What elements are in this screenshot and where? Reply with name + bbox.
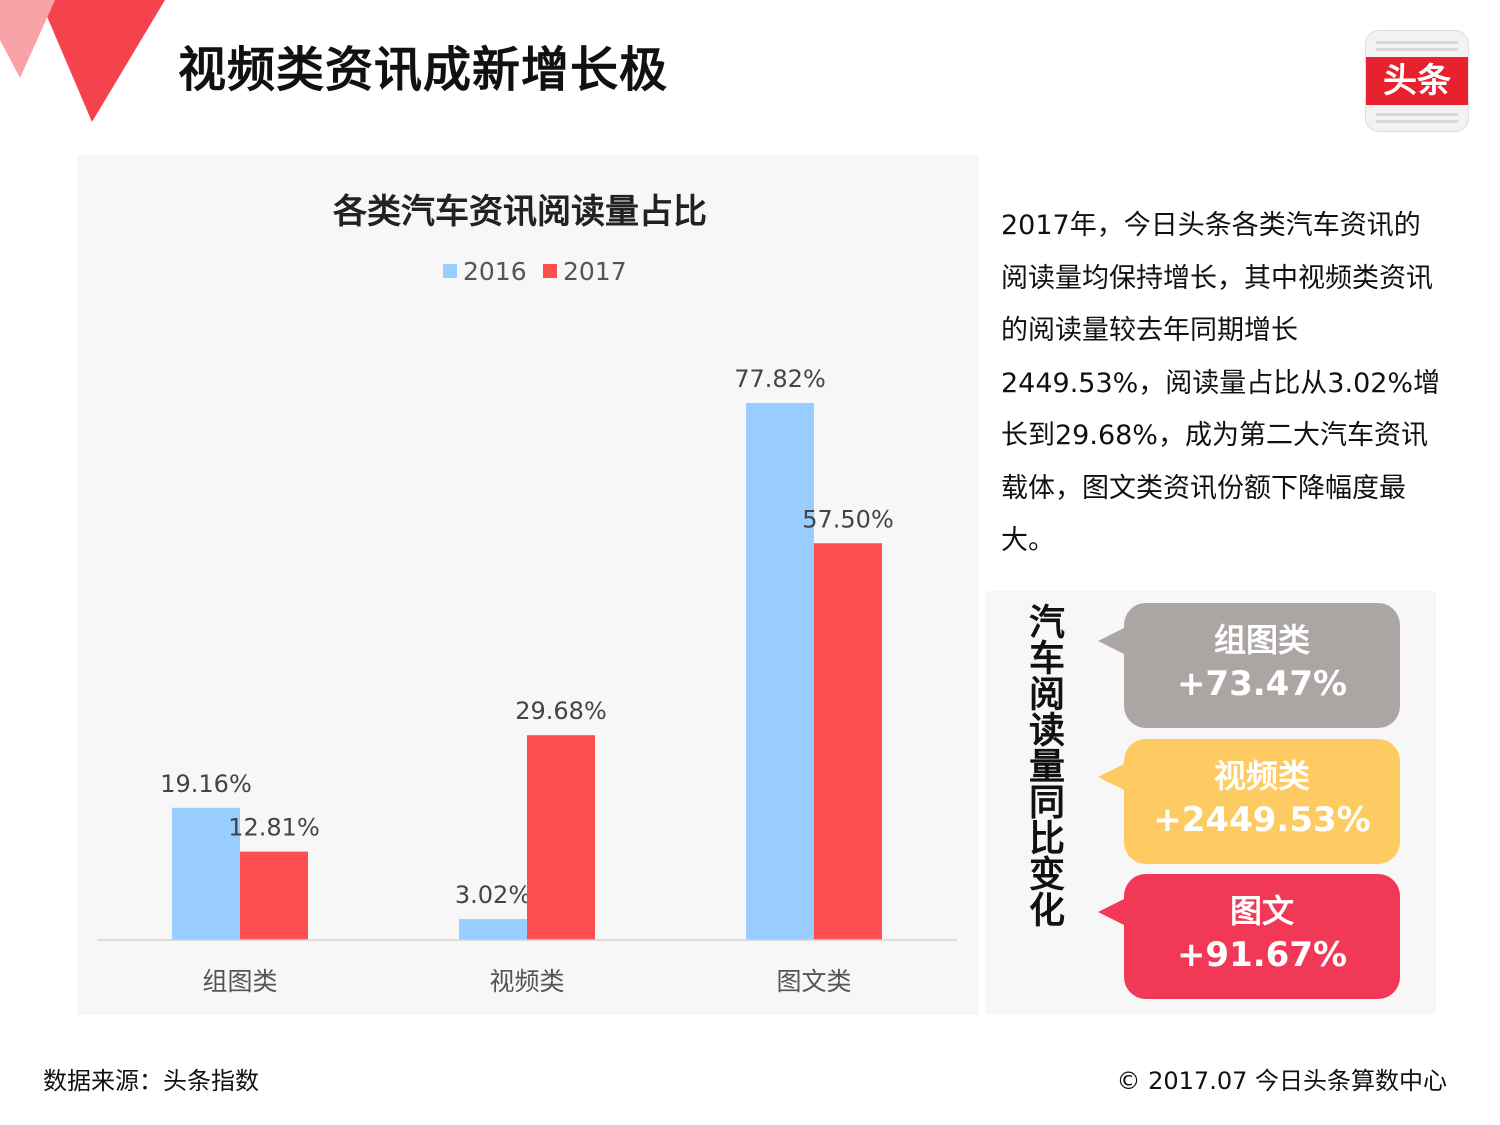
data-label-2017-2: 57.50%	[802, 505, 894, 533]
x-tick-label-2: 图文类	[776, 967, 851, 996]
bar-2017-1	[527, 735, 595, 940]
change-bubble-name: 组图类	[1213, 621, 1310, 659]
bar-chart: 各类汽车资讯阅读量占比 2016 2017 19.16% 12.81% 3.02% 29…	[97, 192, 957, 996]
bar-2017-0	[240, 851, 308, 940]
bar-2016-1	[459, 919, 527, 940]
description-text: 2017年，今日头条各类汽车资讯的阅读量均保持增长，其中视频类资讯的阅读量较去年…	[1001, 210, 1441, 556]
chart-legend: 2016 2017	[443, 257, 627, 286]
legend-label-2017: 2017	[563, 257, 627, 286]
x-tick-label-1: 视频类	[489, 967, 564, 996]
legend-swatch-2016	[443, 264, 457, 278]
change-bubble-value: +91.67%	[1176, 935, 1348, 975]
bar-2016-0	[172, 807, 240, 940]
toutiao-logo: 头条	[1365, 30, 1469, 132]
change-bubble-name: 图文	[1229, 892, 1294, 930]
data-label-2016-1: 3.02%	[455, 881, 531, 909]
x-axis-ticks: 组图类 视频类 图文类	[202, 967, 851, 996]
data-label-2016-2: 77.82%	[734, 365, 826, 393]
legend-label-2016: 2016	[463, 257, 527, 286]
corner-decoration	[0, 0, 165, 122]
yoy-change-title: 汽车阅读量同比变化	[1023, 603, 1064, 927]
x-tick-label-0: 组图类	[202, 967, 277, 996]
change-bubble-video: 视频类 +2449.53%	[1098, 739, 1400, 864]
bar-chart-panel: 各类汽车资讯阅读量占比 2016 2017 19.16% 12.81% 3.02% 29…	[77, 155, 979, 1015]
bar-2017-2	[814, 543, 882, 940]
legend-swatch-2017	[543, 264, 557, 278]
data-label-2017-0: 12.81%	[228, 814, 320, 842]
data-source: 数据来源：头条指数	[43, 1067, 259, 1095]
change-bubble-name: 视频类	[1213, 757, 1310, 795]
change-bubble-photo: 组图类 +73.47%	[1098, 603, 1400, 728]
copyright: © 2017.07 今日头条算数中心	[1116, 1067, 1447, 1095]
yoy-change-panel: 汽车阅读量同比变化 组图类 +73.47% 视频类 +2449.53% 图文 +…	[986, 591, 1436, 1014]
change-bubble-value: +73.47%	[1176, 664, 1348, 704]
bar-group: 19.16% 12.81% 3.02% 29.68% 77.82% 57.50%	[160, 365, 894, 940]
data-label-2017-1: 29.68%	[515, 697, 607, 725]
chart-title: 各类汽车资讯阅读量占比	[333, 192, 707, 232]
page-title: 视频类资讯成新增长极	[178, 42, 669, 98]
data-label-2016-0: 19.16%	[160, 770, 252, 798]
bar-2016-2	[746, 403, 814, 940]
change-bubble-value: +2449.53%	[1153, 800, 1371, 840]
logo-text: 头条	[1366, 57, 1468, 105]
change-bubble-article: 图文 +91.67%	[1098, 874, 1400, 999]
